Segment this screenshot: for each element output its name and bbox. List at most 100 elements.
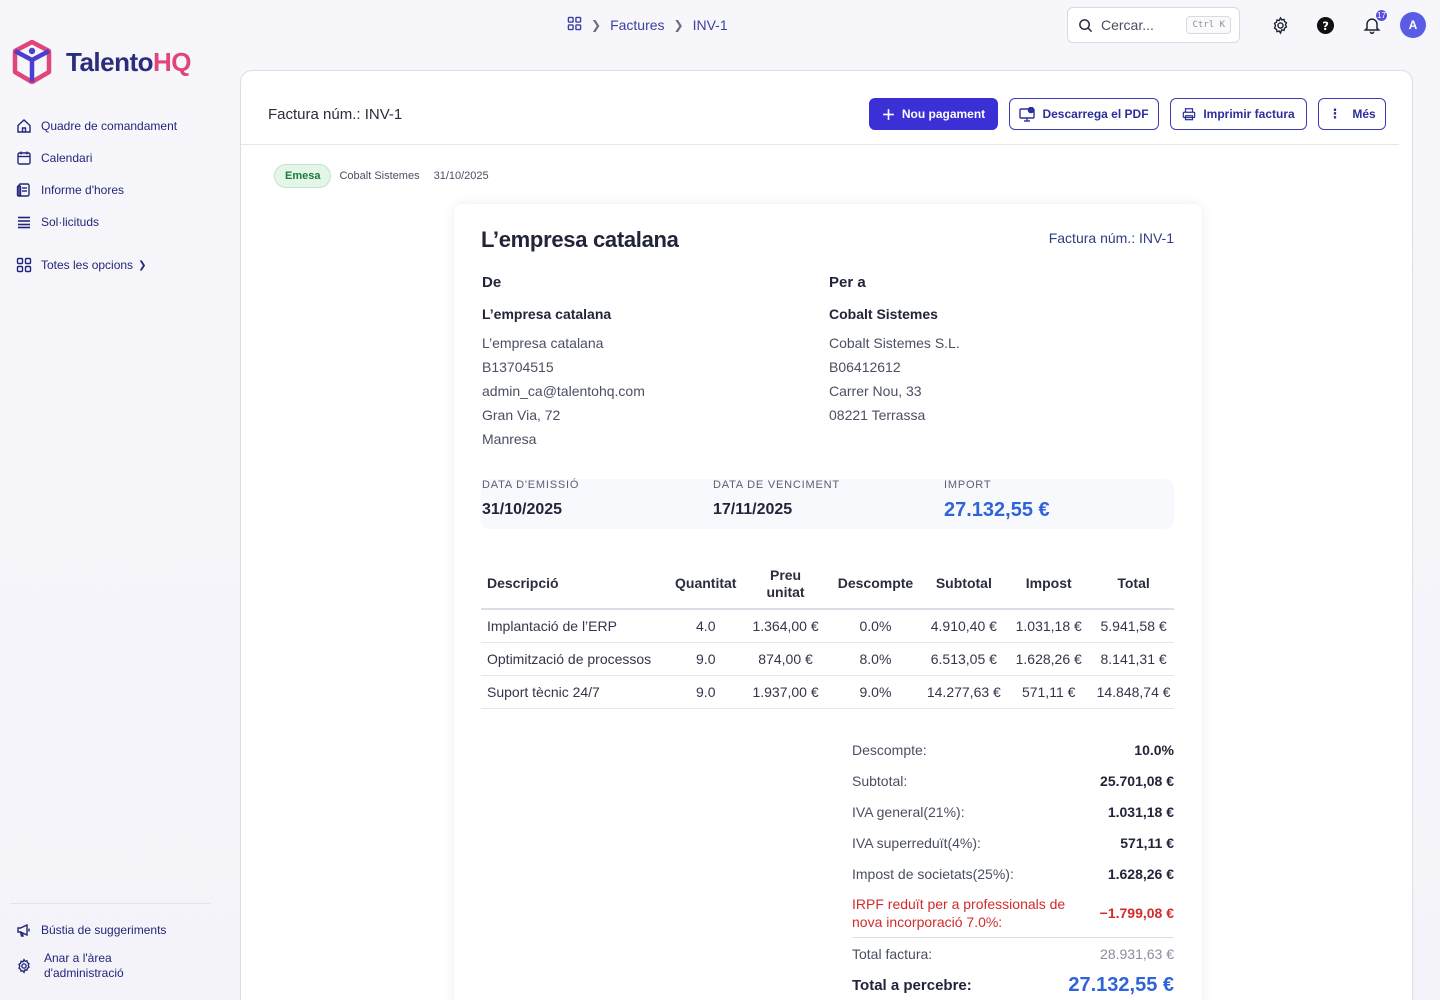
invoice-card: Factura núm.: INV-1 Nou pagament Descarr… xyxy=(240,70,1413,1000)
table-row: Suport tècnic 24/7 9.0 1.937,00 € 9.0% 1… xyxy=(481,675,1174,709)
breadcrumb: ❯ Factures ❯ INV-1 xyxy=(567,16,728,34)
totals-label: IRPF reduït per a professionals de nova … xyxy=(852,896,1066,930)
invoice-meta: DATA D'EMISSIÓ 31/10/2025 DATA DE VENCIM… xyxy=(481,479,1174,529)
totals-value: 1.031,18 € xyxy=(1107,803,1174,820)
totals-value: 10.0% xyxy=(1134,741,1174,758)
new-payment-label: Nou pagament xyxy=(901,107,986,121)
due-date-label: DATA DE VENCIMENT xyxy=(713,479,840,491)
more-label: Més xyxy=(1352,107,1376,121)
sidebar-item-all-options[interactable]: Totes les opcions ❯ xyxy=(16,249,216,281)
cell-unit-price: 1.937,00 € xyxy=(743,675,828,709)
col-discount: Descompte xyxy=(827,559,924,610)
to-line: B06412612 xyxy=(829,359,901,375)
cell-quantity: 9.0 xyxy=(667,642,744,676)
print-invoice-button[interactable]: Imprimir factura xyxy=(1170,98,1307,130)
amount-block: IMPORT 27.132,55 € xyxy=(944,479,1050,522)
brand-name: TalentoHQ xyxy=(66,46,192,78)
chevron-right-icon: ❯ xyxy=(673,18,684,32)
to-block: Per a Cobalt Sistemes Cobalt Sistemes S.… xyxy=(829,274,1129,427)
from-name: L’empresa catalana xyxy=(482,306,612,322)
cell-tax: 1.031,18 € xyxy=(1004,609,1094,643)
to-heading: Per a xyxy=(829,274,866,291)
totals-label: IVA general(21%): xyxy=(852,803,965,820)
from-line: admin_ca@talentohq.com xyxy=(482,383,645,399)
report-icon xyxy=(16,183,30,197)
status-client: Cobalt Sistemes xyxy=(339,170,420,182)
brand-name-main: Talento xyxy=(66,46,154,77)
logo-cube-icon xyxy=(12,40,52,84)
apps-grid-icon[interactable] xyxy=(567,16,582,34)
download-pdf-label: Descarrega el PDF xyxy=(1042,107,1149,121)
from-block: De L’empresa catalana L’empresa catalana… xyxy=(482,274,782,451)
plus-icon xyxy=(882,108,894,120)
sidebar-divider xyxy=(10,903,210,904)
cell-quantity: 4.0 xyxy=(667,609,744,643)
cell-subtotal: 14.277,63 € xyxy=(923,675,1005,709)
due-date-block: DATA DE VENCIMENT 17/11/2025 xyxy=(713,479,840,519)
avatar[interactable]: A xyxy=(1400,12,1426,38)
cell-description: Suport tècnic 24/7 xyxy=(481,675,668,709)
sidebar-item-label: Totes les opcions xyxy=(41,258,134,272)
totals-label: Subtotal: xyxy=(852,772,908,789)
cell-total: 14.848,74 € xyxy=(1093,675,1174,709)
sidebar-item-requests[interactable]: Sol·licituds xyxy=(16,206,216,238)
cell-tax: 571,11 € xyxy=(1004,675,1094,709)
sidebar-item-calendar[interactable]: Calendari xyxy=(16,142,216,174)
sidebar-item-label: Informe d'hores xyxy=(41,183,124,197)
breadcrumb-factures[interactable]: Factures xyxy=(610,17,665,33)
col-total: Total xyxy=(1093,559,1174,610)
issuer-company: L’empresa catalana xyxy=(481,227,679,252)
totals-value: 28.931,63 € xyxy=(1100,945,1174,962)
col-quantity: Quantitat xyxy=(667,559,744,610)
totals-summary: Descompte: 10.0% Subtotal: 25.701,08 € I… xyxy=(852,734,1174,1000)
to-line: Cobalt Sistemes S.L. xyxy=(829,335,960,351)
amount-label: IMPORT xyxy=(944,479,992,491)
cell-unit-price: 1.364,00 € xyxy=(743,609,828,643)
new-payment-button[interactable]: Nou pagament xyxy=(869,98,998,130)
more-button[interactable]: ⋮ Més xyxy=(1318,98,1386,130)
svg-text:?: ? xyxy=(1322,18,1329,32)
totals-value: 25.701,08 € xyxy=(1100,772,1174,789)
totals-label: Impost de societats(25%): xyxy=(852,865,1014,882)
totals-value: 1.628,26 € xyxy=(1107,865,1174,882)
download-pdf-button[interactable]: Descarrega el PDF xyxy=(1009,98,1159,130)
col-subtotal: Subtotal xyxy=(923,559,1005,610)
gear-icon xyxy=(18,958,30,974)
search-shortcut: Ctrl K xyxy=(1186,16,1231,34)
sidebar-item-suggestions[interactable]: Bústia de suggeriments xyxy=(16,917,226,943)
home-icon xyxy=(17,119,31,133)
issue-date-block: DATA D'EMISSIÓ 31/10/2025 xyxy=(482,479,579,519)
search-input[interactable]: Cercar... Ctrl K xyxy=(1067,7,1240,43)
totals-vat-general-row: IVA general(21%): 1.031,18 € xyxy=(852,796,1174,827)
sidebar-item-admin-area[interactable]: Anar a l'àrea d'administració xyxy=(16,946,226,986)
from-line: L’empresa catalana xyxy=(482,335,604,351)
sidebar-item-dashboard[interactable]: Quadre de comandament xyxy=(16,110,216,142)
settings-gear-icon[interactable] xyxy=(1268,13,1292,37)
bell-icon[interactable] xyxy=(1360,13,1384,37)
calendar-icon xyxy=(17,151,31,165)
top-bar: ❯ Factures ❯ INV-1 Cercar... Ctrl K ? 17… xyxy=(0,0,1440,50)
totals-invoice-total-row: Total factura: 28.931,63 € xyxy=(852,938,1174,969)
cell-total: 8.141,31 € xyxy=(1093,642,1174,676)
cell-discount: 8.0% xyxy=(827,642,924,676)
totals-value: 27.132,55 € xyxy=(1068,973,1174,996)
issue-date: 31/10/2025 xyxy=(482,501,563,518)
status-badge: Emesa xyxy=(274,164,332,188)
help-icon[interactable]: ? xyxy=(1313,13,1337,37)
page-title: Factura núm.: INV-1 xyxy=(268,106,403,123)
cell-quantity: 9.0 xyxy=(667,675,744,709)
issue-date-label: DATA D'EMISSIÓ xyxy=(482,479,580,491)
download-monitor-icon xyxy=(1019,106,1036,122)
invoice-number: Factura núm.: INV-1 xyxy=(1048,230,1174,246)
cell-discount: 9.0% xyxy=(827,675,924,709)
sidebar-item-hours-report[interactable]: Informe d'hores xyxy=(16,174,216,206)
invoice-sheet: L’empresa catalana Factura núm.: INV-1 D… xyxy=(454,204,1202,1000)
to-line: Carrer Nou, 33 xyxy=(829,383,922,399)
sidebar-item-label: Quadre de comandament xyxy=(41,119,178,133)
totals-value: 571,11 € xyxy=(1120,834,1174,851)
brand-name-accent: HQ xyxy=(153,46,192,77)
cell-description: Optimització de processos xyxy=(481,642,668,676)
col-description: Descripció xyxy=(481,559,668,610)
brand-logo[interactable]: TalentoHQ xyxy=(12,40,192,84)
search-icon xyxy=(1079,18,1093,32)
